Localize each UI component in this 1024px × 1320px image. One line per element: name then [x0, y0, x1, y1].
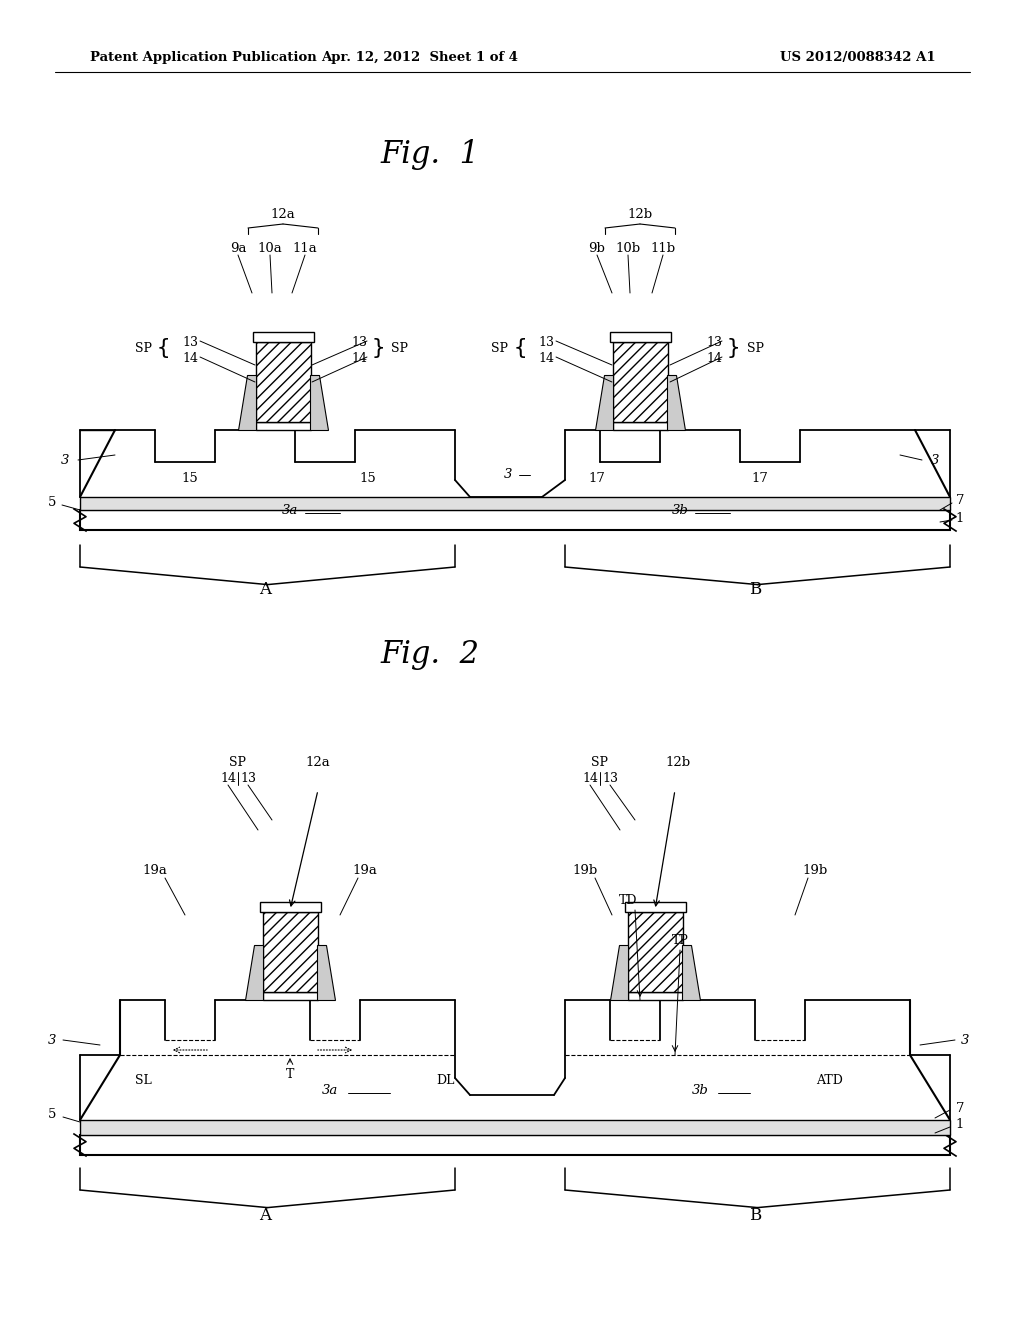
Bar	[80, 498, 950, 510]
Bar	[256, 422, 311, 430]
Text: 17: 17	[752, 471, 768, 484]
Text: US 2012/0088342 A1: US 2012/0088342 A1	[780, 51, 936, 65]
Text: 5: 5	[48, 496, 56, 510]
Text: 14: 14	[706, 351, 722, 364]
Text: 13: 13	[602, 771, 618, 784]
Bar	[613, 342, 668, 422]
Text: DL: DL	[436, 1073, 455, 1086]
Text: 15: 15	[181, 471, 199, 484]
Polygon shape	[310, 375, 328, 430]
Text: 3a: 3a	[322, 1084, 338, 1097]
Bar	[256, 342, 311, 422]
Text: 12a: 12a	[305, 755, 330, 768]
Text: SL: SL	[134, 1073, 152, 1086]
Text: 7: 7	[955, 1101, 965, 1114]
Text: 3: 3	[931, 454, 939, 466]
Bar	[613, 422, 668, 430]
Bar	[625, 902, 686, 912]
Text: 5: 5	[48, 1109, 56, 1122]
Text: 9b: 9b	[589, 242, 605, 255]
Polygon shape	[317, 945, 335, 1001]
Text: SP: SP	[134, 342, 152, 355]
Bar	[80, 1135, 950, 1155]
Text: 11a: 11a	[293, 242, 317, 255]
Text: 14: 14	[182, 351, 198, 364]
Polygon shape	[245, 945, 263, 1001]
Text: 10a: 10a	[258, 242, 283, 255]
Text: 9a: 9a	[229, 242, 246, 255]
Text: 17: 17	[589, 471, 605, 484]
Text: 12b: 12b	[628, 209, 652, 222]
Text: 19b: 19b	[803, 863, 827, 876]
Bar	[628, 912, 683, 993]
Text: 14: 14	[538, 351, 554, 364]
Text: 13: 13	[706, 335, 722, 348]
Text: 12b: 12b	[665, 755, 690, 768]
Bar	[80, 1119, 950, 1135]
Text: 10b: 10b	[615, 242, 641, 255]
Text: SP: SP	[229, 755, 247, 768]
Text: 19a: 19a	[352, 863, 378, 876]
Text: A: A	[259, 582, 271, 598]
Text: SP: SP	[391, 342, 409, 355]
Text: 13: 13	[240, 771, 256, 784]
Text: 14: 14	[582, 771, 598, 784]
Bar	[260, 902, 321, 912]
Text: ATD: ATD	[816, 1073, 844, 1086]
Text: A: A	[259, 1206, 271, 1224]
Text: 3b: 3b	[672, 503, 688, 516]
Text: 3: 3	[504, 469, 512, 482]
Text: SP: SP	[748, 342, 765, 355]
Text: Fig.  1: Fig. 1	[381, 140, 479, 170]
Text: T: T	[286, 1068, 294, 1081]
Text: 15: 15	[359, 471, 377, 484]
Text: 14: 14	[351, 351, 367, 364]
Text: B: B	[749, 582, 761, 598]
Bar	[263, 993, 318, 1001]
Text: 11b: 11b	[650, 242, 676, 255]
Bar	[263, 912, 318, 993]
Polygon shape	[682, 945, 700, 1001]
Text: {: {	[513, 338, 526, 358]
Text: TP: TP	[672, 933, 688, 946]
Text: 13: 13	[351, 335, 367, 348]
Polygon shape	[595, 375, 613, 430]
Text: B: B	[749, 1206, 761, 1224]
Text: 19b: 19b	[572, 863, 598, 876]
Text: 7: 7	[955, 494, 965, 507]
Text: Fig.  2: Fig. 2	[381, 639, 479, 671]
Text: {: {	[157, 338, 170, 358]
Text: SP: SP	[592, 755, 608, 768]
Polygon shape	[610, 945, 628, 1001]
Text: 3: 3	[48, 1034, 56, 1047]
Text: }: }	[372, 338, 385, 358]
Text: 14: 14	[220, 771, 236, 784]
Text: 3: 3	[961, 1034, 969, 1047]
Bar	[628, 993, 683, 1001]
Text: 13: 13	[538, 335, 554, 348]
Text: 3b: 3b	[691, 1084, 709, 1097]
Bar	[80, 510, 950, 531]
Bar	[253, 333, 314, 342]
Text: 1: 1	[955, 511, 965, 524]
Text: SP: SP	[492, 342, 509, 355]
Text: TD: TD	[618, 894, 637, 907]
Text: 13: 13	[182, 335, 198, 348]
Text: Patent Application Publication: Patent Application Publication	[90, 51, 316, 65]
Polygon shape	[238, 375, 256, 430]
Text: 3: 3	[60, 454, 70, 466]
Text: 19a: 19a	[142, 863, 168, 876]
Text: 12a: 12a	[270, 209, 295, 222]
Polygon shape	[667, 375, 685, 430]
Text: }: }	[726, 338, 739, 358]
Text: 1: 1	[955, 1118, 965, 1131]
Bar	[610, 333, 671, 342]
Text: Apr. 12, 2012  Sheet 1 of 4: Apr. 12, 2012 Sheet 1 of 4	[322, 51, 518, 65]
Text: 3a: 3a	[282, 503, 298, 516]
